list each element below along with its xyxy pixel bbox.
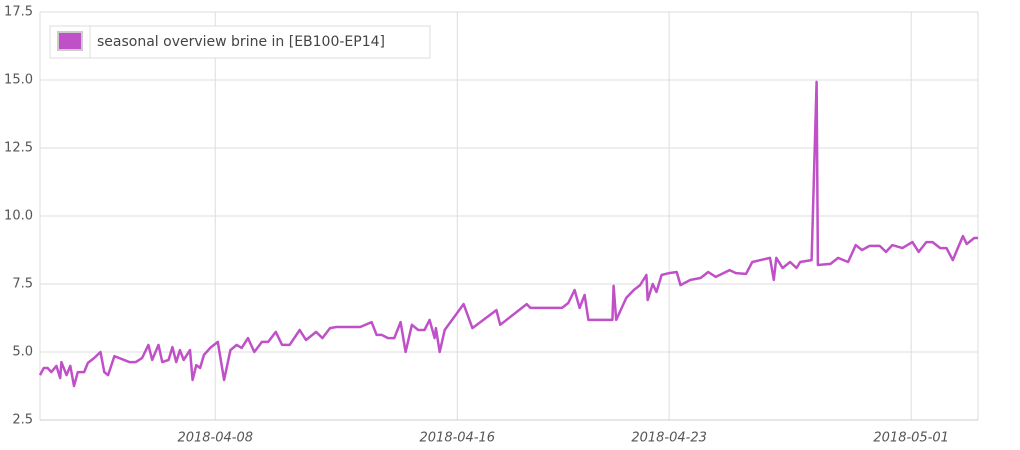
x-tick-label: 2018-04-08: [177, 431, 253, 446]
y-tick-label: 17.5: [4, 5, 33, 20]
y-tick-label: 12.5: [4, 141, 33, 156]
x-tick-label: 2018-04-23: [631, 431, 707, 446]
x-tick-label: 2018-05-01: [873, 431, 949, 446]
x-tick-label: 2018-04-16: [420, 431, 496, 446]
y-tick-label: 15.0: [4, 73, 33, 88]
y-tick-label: 5.0: [12, 345, 33, 360]
legend-box: [49, 25, 431, 59]
y-tick-label: 7.5: [12, 277, 33, 292]
legend-swatch: [57, 31, 83, 51]
legend-label: seasonal overview brine in [EB100-EP14]: [97, 34, 385, 50]
y-tick-label: 2.5: [12, 413, 33, 428]
legend: seasonal overview brine in [EB100-EP14]: [49, 25, 431, 59]
y-tick-label: 10.0: [4, 209, 33, 224]
data-line: [38, 80, 978, 388]
